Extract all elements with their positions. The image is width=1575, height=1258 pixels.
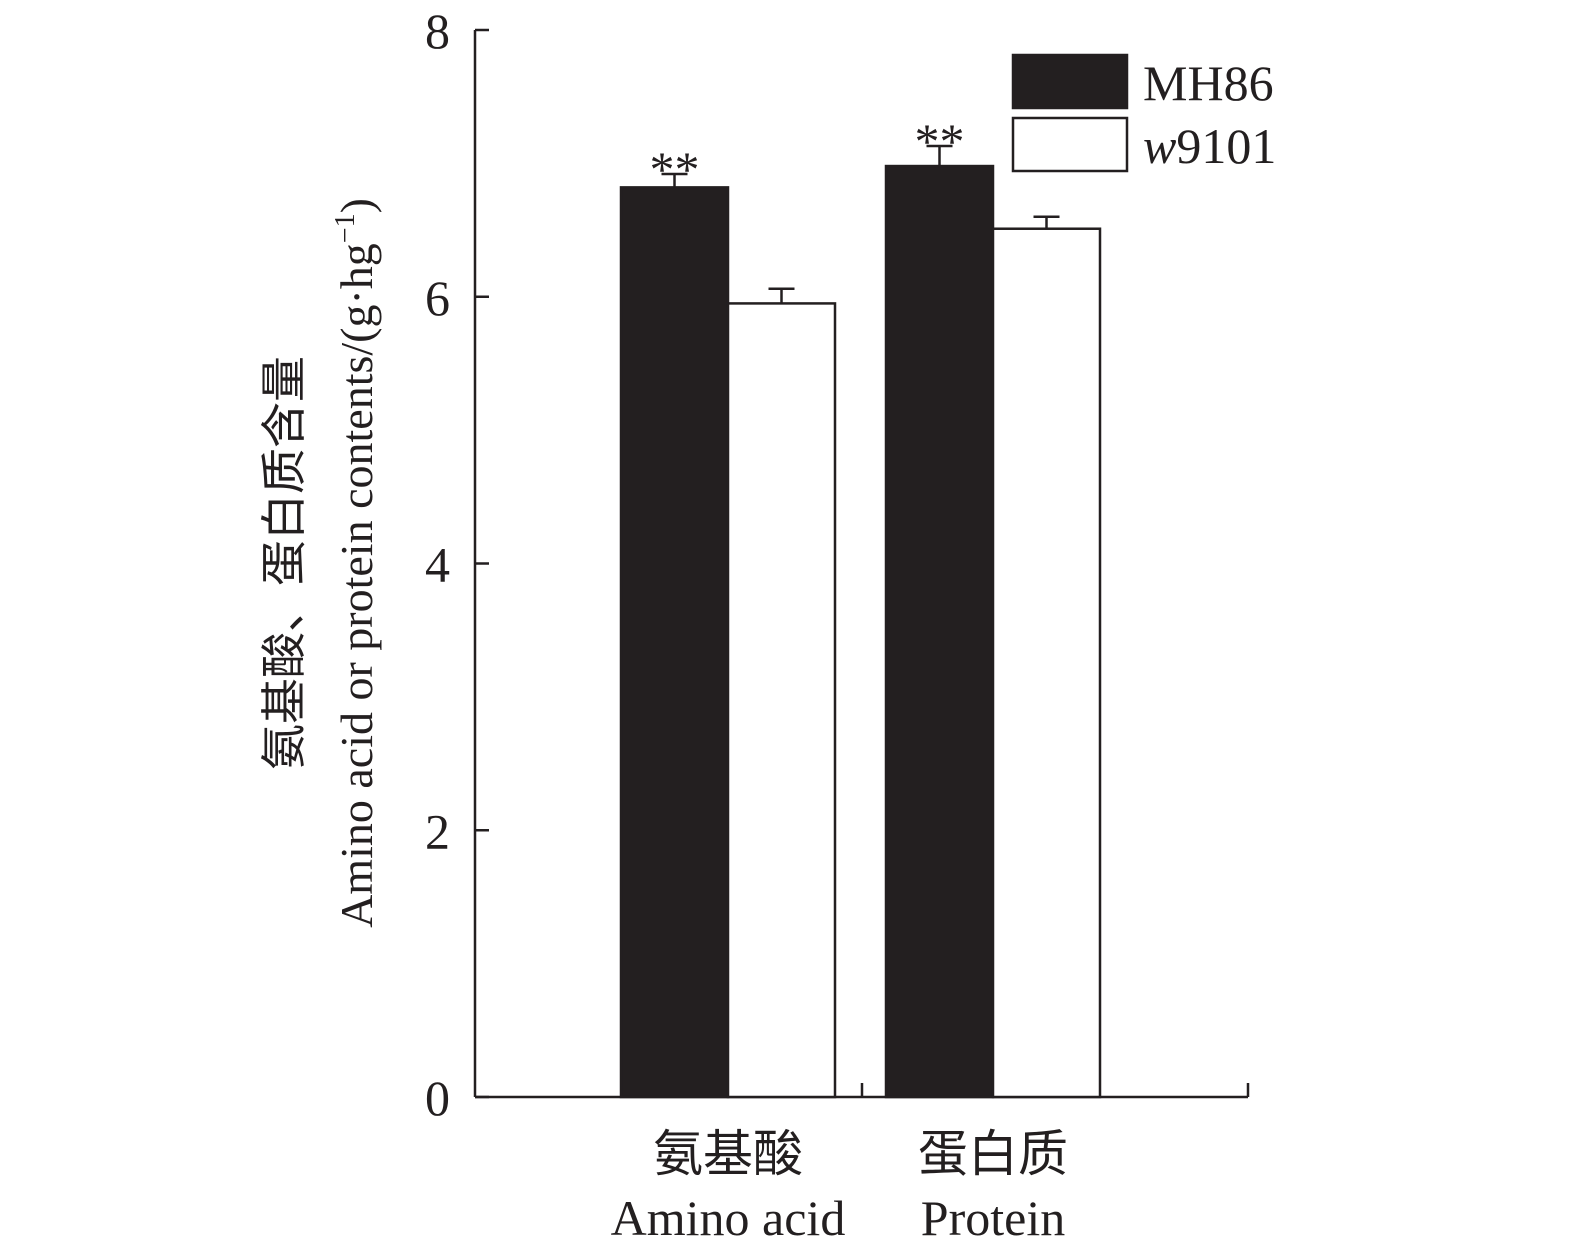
legend-label-w9101: w9101 [1143,118,1276,174]
x-tick-label-zh: 蛋白质 [918,1126,1068,1182]
legend: MH86 w9101 [1011,53,1276,174]
legend-swatch-w9101 [1011,116,1129,173]
y-axis-title-sup: −1 [330,213,361,243]
bar-MH86-amino-acid [619,186,730,1099]
bar-MH86-protein [884,164,995,1099]
y-axis-title: 氨基酸、蛋白质含量 [259,356,310,770]
bar-w9101-amino-acid [726,302,837,1099]
bars: ** ** [619,113,1102,1099]
y-ticks: 0 2 4 6 8 [425,3,489,1126]
y-axis-title-zh: 氨基酸、蛋白质含量 [259,356,310,770]
y-tick-label: 4 [425,537,450,593]
bar-w9101-protein [991,227,1102,1099]
x-tick-label-en: Protein [921,1190,1065,1246]
y-tick-label: 6 [425,270,450,326]
legend-label-MH86: MH86 [1143,55,1274,111]
significance-label: ** [915,113,965,169]
y-tick-label: 0 [425,1070,450,1126]
x-tick-labels: 氨基酸 Amino acid 蛋白质 Protein [611,1126,1068,1246]
significance-label: ** [650,141,700,197]
y-axis-title-en: Amino acid or protein contents/(g·hg−1) [330,198,382,928]
y-axis-title-close: ) [331,198,382,213]
legend-swatch-MH86 [1011,53,1129,110]
x-tick-label-en: Amino acid [611,1190,846,1246]
y-tick-label: 8 [425,3,450,59]
y-tick-label: 2 [425,803,450,859]
x-axis [475,1083,1250,1099]
y-axis-title-en-group: Amino acid or protein contents/(g·hg−1) [330,198,382,928]
y-axis-title-en-main: Amino acid or protein contents/(g·hg [331,243,382,928]
y-axis: 0 2 4 6 8 [425,3,489,1126]
x-tick-label-zh: 氨基酸 [653,1126,803,1182]
